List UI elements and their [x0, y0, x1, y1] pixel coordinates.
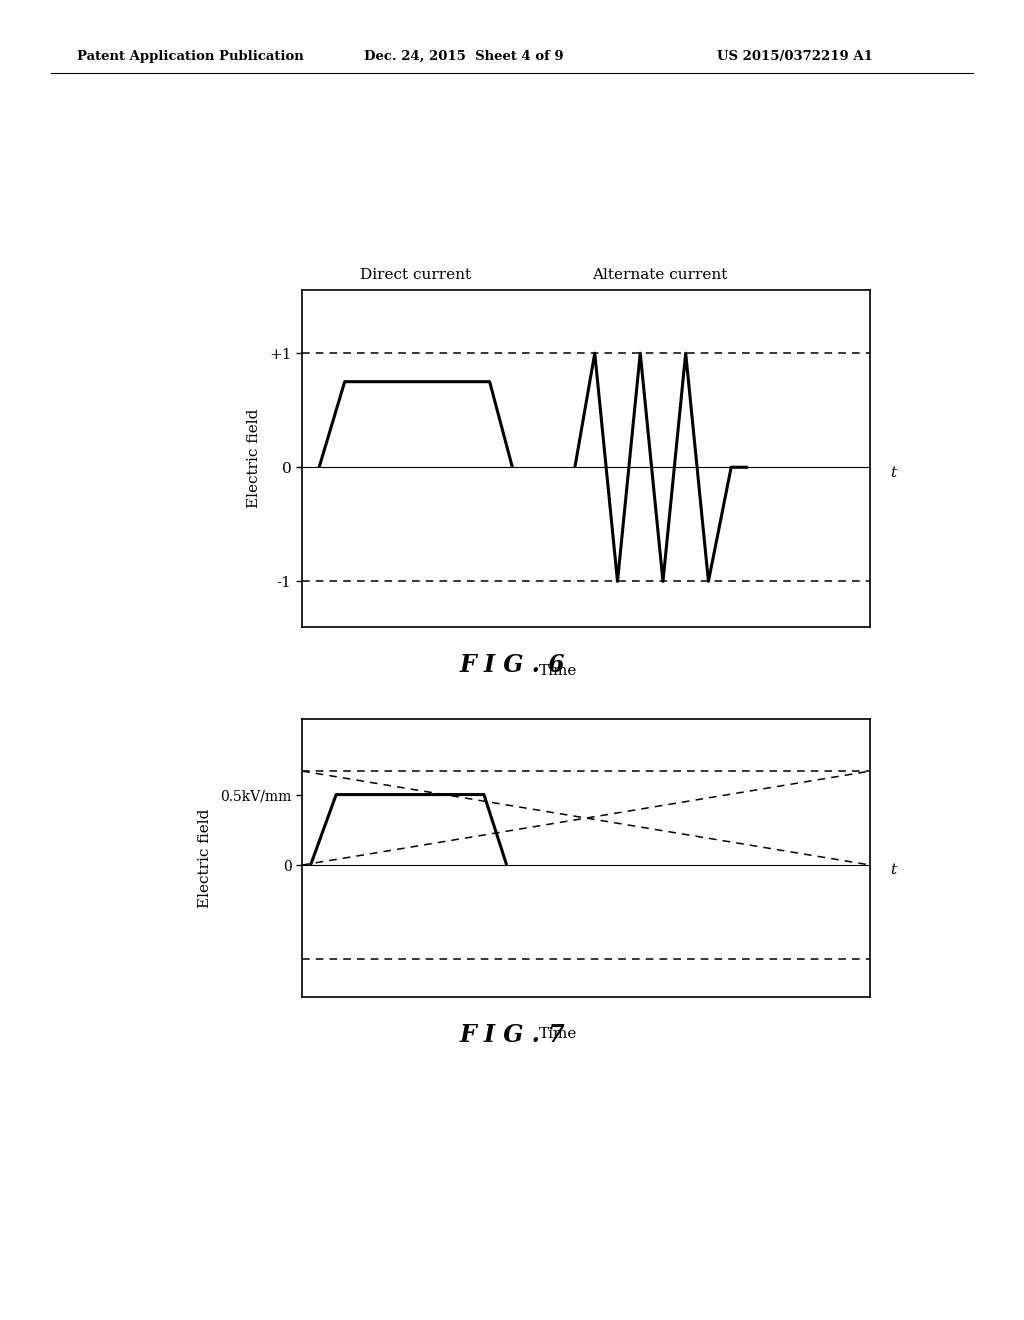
Text: F I G . 7: F I G . 7	[459, 1023, 565, 1047]
Y-axis label: Electric field: Electric field	[198, 808, 212, 908]
Text: t: t	[890, 466, 896, 480]
Y-axis label: Electric field: Electric field	[247, 409, 261, 508]
Text: F I G . 6: F I G . 6	[459, 653, 565, 677]
Text: Dec. 24, 2015  Sheet 4 of 9: Dec. 24, 2015 Sheet 4 of 9	[364, 50, 563, 63]
Text: Time: Time	[539, 664, 577, 677]
Text: US 2015/0372219 A1: US 2015/0372219 A1	[717, 50, 872, 63]
Text: t: t	[890, 863, 896, 876]
Text: Alternate current: Alternate current	[593, 268, 728, 282]
Text: Patent Application Publication: Patent Application Publication	[77, 50, 303, 63]
Text: Direct current: Direct current	[360, 268, 471, 282]
Text: Time: Time	[539, 1027, 577, 1040]
